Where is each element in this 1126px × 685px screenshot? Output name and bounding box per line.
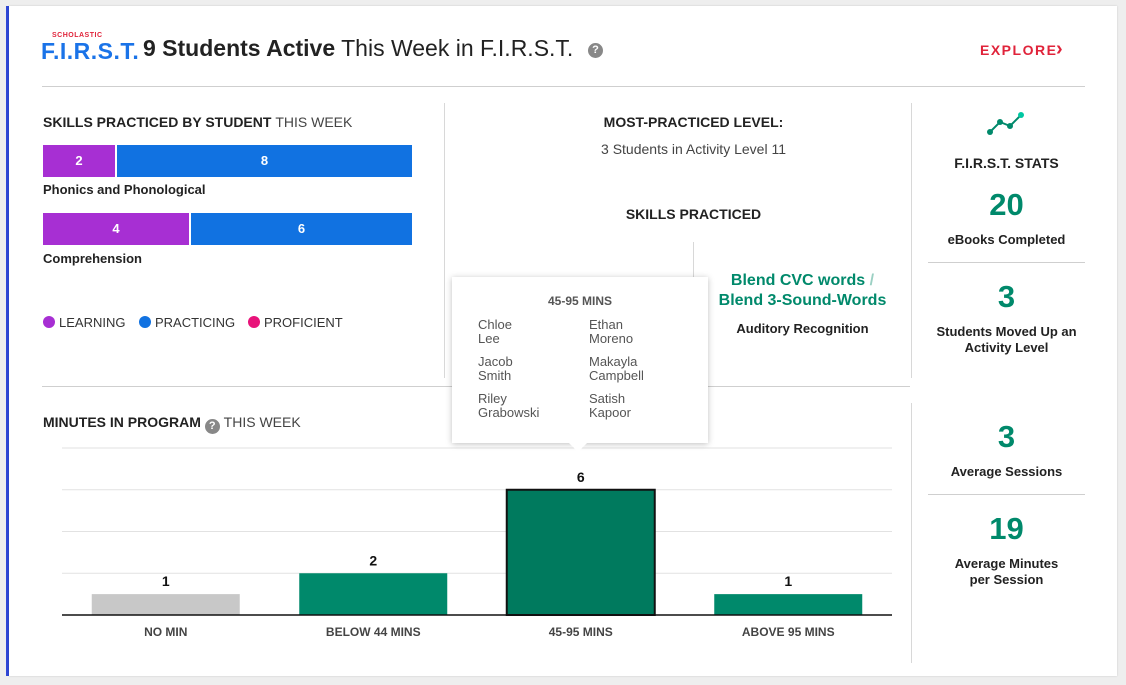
first-name: Riley (478, 391, 507, 406)
question-circle-icon[interactable]: ? (588, 43, 603, 58)
page-title: 9 Students Active This Week in F.I.R.S.T… (143, 35, 573, 62)
moved-up-value: 3 (997, 279, 1016, 314)
chevron-right-icon[interactable]: › (1056, 38, 1063, 60)
comprehension-label: Comprehension (43, 251, 142, 266)
first-name: Satish (589, 391, 626, 406)
header-divider (42, 86, 1085, 87)
tooltip-student[interactable]: Ethan Moreno (589, 318, 633, 346)
last-name: Campbell (589, 368, 644, 383)
practicing-legend-dot (139, 316, 151, 328)
chart-bar[interactable] (91, 594, 240, 615)
tooltip-title: 45-95 MINS (547, 294, 613, 308)
last-name: Kapoor (589, 405, 631, 420)
logo-publisher: SCHOLASTIC (52, 32, 103, 39)
stats-title: F.I.R.S.T. STATS (954, 155, 1059, 171)
skill-link-2[interactable]: Blend 3-Sound-Words (718, 292, 887, 309)
phonics-label: Phonics and Phonological (43, 182, 206, 197)
stats-divider-2 (928, 494, 1085, 495)
phonics-practicing-bar[interactable]: 8 (117, 145, 412, 177)
x-tick-label: BELOW 44 MINS (326, 625, 421, 639)
stats-divider-1 (928, 262, 1085, 263)
bar-value-label: 6 (577, 469, 585, 485)
first-name: Chloe (478, 317, 512, 332)
legend-proficient: PROFICIENT (264, 315, 343, 330)
skill-link-1[interactable]: Blend CVC words (730, 272, 866, 289)
last-name: Lee (478, 331, 500, 346)
skill-link-line-1[interactable]: Blend CVC words / (694, 272, 911, 290)
legend-learning: LEARNING (59, 315, 126, 330)
first-name: Ethan (589, 317, 623, 332)
tooltip-arrow (568, 442, 588, 452)
minutes-title: MINUTES IN PROGRAM ? THIS WEEK (43, 414, 301, 434)
tooltip-student[interactable]: Makayla Campbell (589, 355, 644, 383)
most-practiced-title: MOST-PRACTICED LEVEL: (603, 114, 784, 130)
skill-category: Auditory Recognition (736, 321, 869, 336)
chart-bar[interactable] (505, 488, 656, 616)
column-divider-2 (911, 103, 912, 378)
minutes-title-text: MINUTES IN PROGRAM (43, 414, 201, 430)
tooltip-student[interactable]: Riley Grabowski (478, 392, 539, 420)
moved-up-label: Students Moved Up an Activity Level (936, 324, 1077, 355)
tooltip-student[interactable]: Jacob Smith (478, 355, 513, 383)
last-name: Grabowski (478, 405, 540, 420)
bar-value-label: 1 (784, 573, 792, 589)
skills-divider (693, 242, 694, 282)
first-name: Jacob (478, 354, 513, 369)
logo-part-3: .S.T. (90, 38, 140, 64)
x-tick-label: NO MIN (144, 625, 187, 639)
last-name: Smith (478, 368, 512, 383)
comprehension-learning-bar[interactable]: 4 (43, 213, 189, 245)
column-divider-3 (911, 403, 912, 663)
most-practiced-value: 3 Students in Activity Level 11 (601, 141, 786, 157)
comprehension-practicing-bar[interactable]: 6 (191, 213, 412, 245)
skills-title-suffix: THIS WEEK (275, 114, 353, 130)
x-tick-label: ABOVE 95 MINS (742, 625, 835, 639)
legend-practicing: PRACTICING (155, 315, 236, 330)
tooltip-student[interactable]: Satish Kapoor (589, 392, 631, 420)
average-minutes-label: Average Minutes per Session (954, 556, 1059, 587)
active-count: 9 Students Active (143, 35, 336, 61)
chart-bar[interactable] (714, 594, 863, 615)
skill-link-separator: / (869, 272, 875, 289)
chart-bar[interactable] (299, 573, 448, 615)
title-rest: This Week in F.I.R.S.T. (335, 35, 574, 61)
ebooks-completed-value: 20 (989, 187, 1024, 222)
tooltip: 45-95 MINS Chloe Lee Ethan Moreno Jacob Smi… (452, 277, 708, 443)
left-accent-bar (6, 6, 10, 676)
first-name: Makayla (589, 354, 638, 369)
skills-practiced-title: SKILLS PRACTICED (625, 206, 762, 222)
logo-part-1: F.I.R (41, 38, 91, 64)
phonics-learning-bar[interactable]: 2 (43, 145, 115, 177)
skills-title-text: SKILLS PRACTICED BY STUDENT (43, 114, 272, 130)
trend-line-icon (987, 112, 1024, 135)
minutes-title-suffix: THIS WEEK (223, 414, 301, 430)
ebooks-completed-label: eBooks Completed (947, 232, 1066, 247)
last-name: Moreno (589, 331, 634, 346)
learning-legend-dot (43, 316, 55, 328)
bar-value-label: 1 (162, 573, 170, 589)
bar-value-label: 2 (369, 552, 377, 568)
explore-link[interactable]: EXPLORE (980, 42, 1058, 58)
column-divider-1 (444, 103, 445, 378)
tooltip-student[interactable]: Chloe Lee (478, 318, 512, 346)
proficient-legend-dot (248, 316, 260, 328)
first-logo: F.I.R.S.T. (41, 38, 139, 65)
x-tick-label: 45-95 MINS (549, 625, 613, 639)
average-sessions-value: 3 (997, 419, 1016, 454)
question-circle-icon[interactable]: ? (204, 419, 220, 434)
skills-by-student-title: SKILLS PRACTICED BY STUDENT THIS WEEK (43, 114, 352, 130)
average-minutes-value: 19 (989, 511, 1024, 546)
average-sessions-label: Average Sessions (950, 464, 1063, 479)
